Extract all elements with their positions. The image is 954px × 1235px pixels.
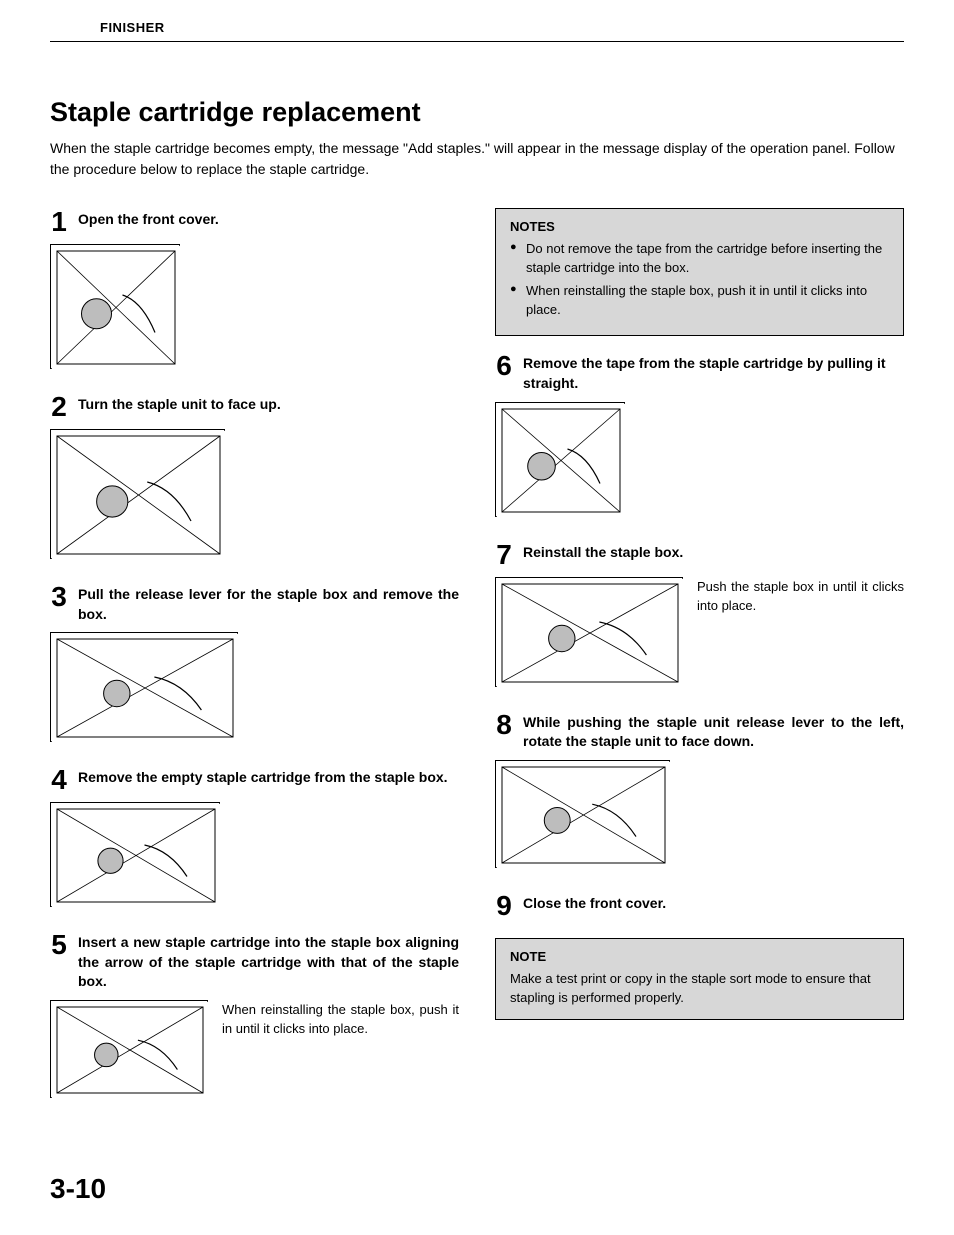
- step-body: [495, 402, 904, 517]
- illustration-icon: [495, 760, 670, 868]
- step-body: [50, 632, 459, 742]
- step: 6 Remove the tape from the staple cartri…: [495, 352, 904, 393]
- illustration-icon: [50, 802, 220, 907]
- notes-title: NOTES: [510, 219, 889, 234]
- illustration-icon: [495, 577, 683, 687]
- step-body: [50, 244, 459, 369]
- illustration-icon: [495, 402, 625, 517]
- step-number: 4: [50, 766, 68, 794]
- step: 8 While pushing the staple unit release …: [495, 711, 904, 752]
- step-number: 8: [495, 711, 513, 739]
- step-body: [50, 429, 459, 559]
- page-title: Staple cartridge replacement: [50, 97, 904, 128]
- notes-list: Do not remove the tape from the cartridg…: [510, 240, 889, 319]
- step-number: 5: [50, 931, 68, 959]
- note-item: Do not remove the tape from the cartridg…: [510, 240, 889, 278]
- notes-box: NOTES Do not remove the tape from the ca…: [495, 208, 904, 336]
- step: 5 Insert a new staple cartridge into the…: [50, 931, 459, 992]
- step-body: [495, 760, 904, 868]
- note-box: NOTE Make a test print or copy in the st…: [495, 938, 904, 1021]
- step-title: Turn the staple unit to face up.: [78, 393, 281, 415]
- step-number: 7: [495, 541, 513, 569]
- step-caption: When reinstalling the staple box, push i…: [222, 1000, 459, 1039]
- page: FINISHER Staple cartridge replacement Wh…: [0, 0, 954, 1235]
- step-number: 6: [495, 352, 513, 380]
- step-title: Open the front cover.: [78, 208, 219, 230]
- right-column: NOTES Do not remove the tape from the ca…: [495, 208, 904, 1122]
- step-title: Insert a new staple cartridge into the s…: [78, 931, 459, 992]
- step: 2 Turn the staple unit to face up.: [50, 393, 459, 421]
- note-item: When reinstalling the staple box, push i…: [510, 282, 889, 320]
- illustration-icon: [50, 632, 238, 742]
- page-number: 3-10: [50, 1173, 106, 1205]
- step-number: 1: [50, 208, 68, 236]
- step-number: 9: [495, 892, 513, 920]
- step-title: While pushing the staple unit release le…: [523, 711, 904, 752]
- step-body: Push the staple box in until it clicks i…: [495, 577, 904, 687]
- step: 7 Reinstall the staple box.: [495, 541, 904, 569]
- step: 1 Open the front cover.: [50, 208, 459, 236]
- illustration-icon: [50, 244, 180, 369]
- step-number: 2: [50, 393, 68, 421]
- step-title: Pull the release lever for the staple bo…: [78, 583, 459, 624]
- step-title: Remove the tape from the staple cartridg…: [523, 352, 904, 393]
- intro-text: When the staple cartridge becomes empty,…: [50, 138, 904, 180]
- step-title: Close the front cover.: [523, 892, 666, 914]
- step-title: Reinstall the staple box.: [523, 541, 683, 563]
- left-column: 1 Open the front cover. 2 Turn the stapl…: [50, 208, 459, 1122]
- section-label: FINISHER: [50, 20, 904, 35]
- step: 9 Close the front cover.: [495, 892, 904, 920]
- step-title: Remove the empty staple cartridge from t…: [78, 766, 448, 788]
- step: 3 Pull the release lever for the staple …: [50, 583, 459, 624]
- illustration-icon: [50, 429, 225, 559]
- illustration-icon: [50, 1000, 208, 1098]
- page-header: FINISHER: [50, 20, 904, 42]
- step-caption: Push the staple box in until it clicks i…: [697, 577, 904, 616]
- step-body: When reinstalling the staple box, push i…: [50, 1000, 459, 1098]
- note-title: NOTE: [510, 949, 889, 964]
- step-body: [50, 802, 459, 907]
- step: 4 Remove the empty staple cartridge from…: [50, 766, 459, 794]
- step-number: 3: [50, 583, 68, 611]
- note-body: Make a test print or copy in the staple …: [510, 970, 889, 1008]
- content-columns: 1 Open the front cover. 2 Turn the stapl…: [50, 208, 904, 1122]
